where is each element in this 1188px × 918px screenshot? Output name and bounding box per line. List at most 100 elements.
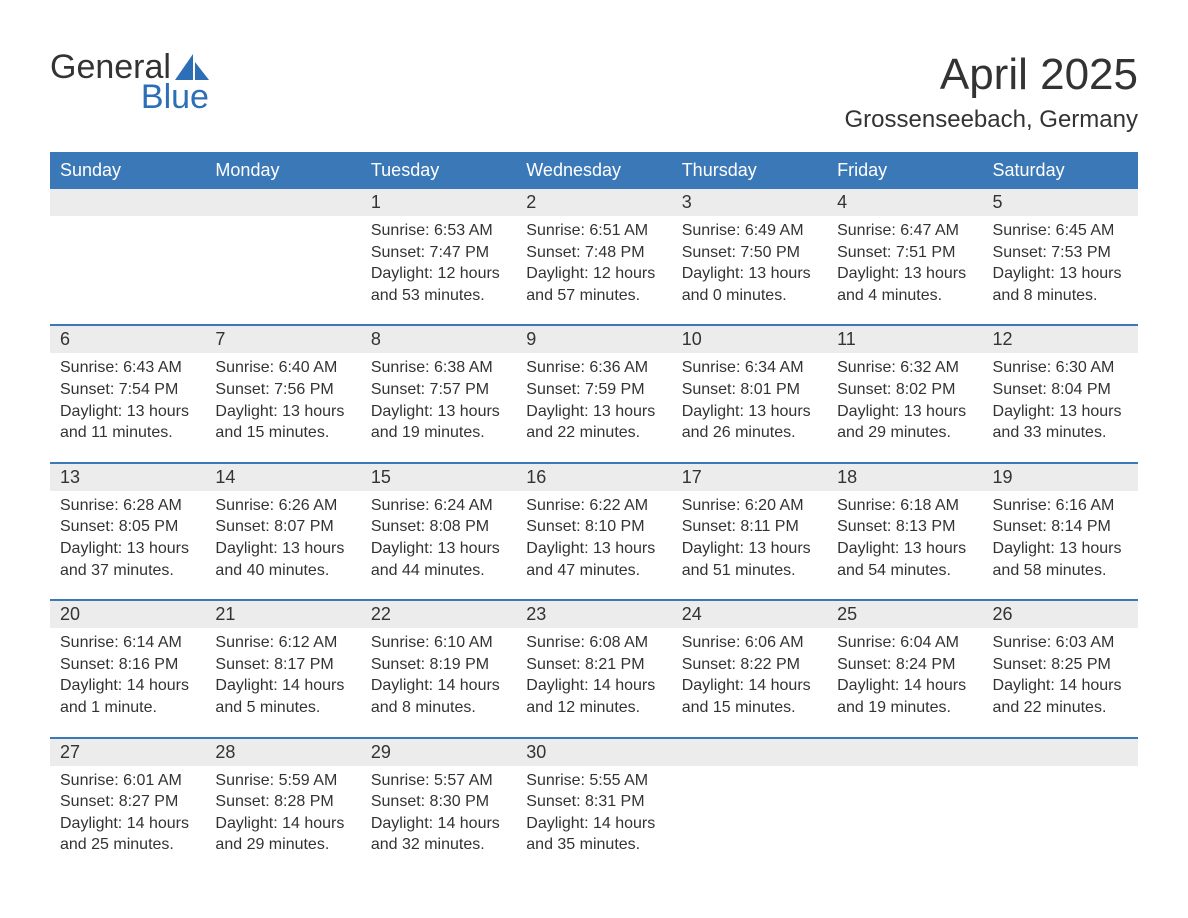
day-number [672,739,827,766]
day-number: 23 [516,601,671,628]
cell-body: Sunrise: 6:30 AMSunset: 8:04 PMDaylight:… [983,353,1138,443]
daylight-text: Daylight: 14 hours and 12 minutes. [526,675,661,718]
daylight-text: Daylight: 13 hours and 47 minutes. [526,538,661,581]
daylight-text: Daylight: 13 hours and 40 minutes. [215,538,350,581]
day-number: 21 [205,601,360,628]
calendar-cell: 11Sunrise: 6:32 AMSunset: 8:02 PMDayligh… [827,326,982,461]
day-number: 9 [516,326,671,353]
cell-body: Sunrise: 6:34 AMSunset: 8:01 PMDaylight:… [672,353,827,443]
calendar-row: 20Sunrise: 6:14 AMSunset: 8:16 PMDayligh… [50,599,1138,736]
cell-body: Sunrise: 6:28 AMSunset: 8:05 PMDaylight:… [50,491,205,581]
day-number: 4 [827,189,982,216]
sunrise-text: Sunrise: 6:12 AM [215,632,350,654]
calendar-row: 27Sunrise: 6:01 AMSunset: 8:27 PMDayligh… [50,737,1138,874]
sunrise-text: Sunrise: 6:24 AM [371,495,506,517]
day-number [827,739,982,766]
daylight-text: Daylight: 13 hours and 29 minutes. [837,401,972,444]
daylight-text: Daylight: 13 hours and 58 minutes. [993,538,1128,581]
day-number: 26 [983,601,1138,628]
title-block: April 2025 Grossenseebach, Germany [845,50,1138,134]
sunrise-text: Sunrise: 6:53 AM [371,220,506,242]
sunset-text: Sunset: 7:56 PM [215,379,350,401]
sunrise-text: Sunrise: 6:14 AM [60,632,195,654]
cell-body: Sunrise: 6:26 AMSunset: 8:07 PMDaylight:… [205,491,360,581]
calendar-cell: 17Sunrise: 6:20 AMSunset: 8:11 PMDayligh… [672,464,827,599]
calendar-cell: 26Sunrise: 6:03 AMSunset: 8:25 PMDayligh… [983,601,1138,736]
sunset-text: Sunset: 7:47 PM [371,242,506,264]
day-number: 5 [983,189,1138,216]
sunrise-text: Sunrise: 6:32 AM [837,357,972,379]
day-number: 29 [361,739,516,766]
cell-body: Sunrise: 6:53 AMSunset: 7:47 PMDaylight:… [361,216,516,306]
day-number: 1 [361,189,516,216]
daylight-text: Daylight: 14 hours and 15 minutes. [682,675,817,718]
sunrise-text: Sunrise: 6:26 AM [215,495,350,517]
sunrise-text: Sunrise: 6:45 AM [993,220,1128,242]
calendar-cell [983,739,1138,874]
sunset-text: Sunset: 8:08 PM [371,516,506,538]
day-number: 15 [361,464,516,491]
daylight-text: Daylight: 13 hours and 22 minutes. [526,401,661,444]
logo-sail-icon [175,54,209,80]
day-number [205,189,360,216]
sunrise-text: Sunrise: 6:28 AM [60,495,195,517]
calendar-cell: 30Sunrise: 5:55 AMSunset: 8:31 PMDayligh… [516,739,671,874]
sunset-text: Sunset: 8:21 PM [526,654,661,676]
day-number: 10 [672,326,827,353]
cell-body: Sunrise: 6:47 AMSunset: 7:51 PMDaylight:… [827,216,982,306]
day-number: 17 [672,464,827,491]
sunset-text: Sunset: 7:48 PM [526,242,661,264]
sunrise-text: Sunrise: 5:57 AM [371,770,506,792]
daylight-text: Daylight: 14 hours and 32 minutes. [371,813,506,856]
daylight-text: Daylight: 13 hours and 19 minutes. [371,401,506,444]
daylight-text: Daylight: 14 hours and 25 minutes. [60,813,195,856]
sunset-text: Sunset: 8:27 PM [60,791,195,813]
sunset-text: Sunset: 7:53 PM [993,242,1128,264]
sunrise-text: Sunrise: 6:01 AM [60,770,195,792]
calendar-body: 1Sunrise: 6:53 AMSunset: 7:47 PMDaylight… [50,189,1138,874]
sunset-text: Sunset: 8:02 PM [837,379,972,401]
cell-body: Sunrise: 6:12 AMSunset: 8:17 PMDaylight:… [205,628,360,718]
day-number: 8 [361,326,516,353]
calendar-cell: 14Sunrise: 6:26 AMSunset: 8:07 PMDayligh… [205,464,360,599]
calendar-cell: 1Sunrise: 6:53 AMSunset: 7:47 PMDaylight… [361,189,516,324]
calendar-cell: 3Sunrise: 6:49 AMSunset: 7:50 PMDaylight… [672,189,827,324]
sunset-text: Sunset: 8:25 PM [993,654,1128,676]
cell-body: Sunrise: 6:03 AMSunset: 8:25 PMDaylight:… [983,628,1138,718]
sunrise-text: Sunrise: 6:18 AM [837,495,972,517]
weekday-header: Friday [827,152,982,189]
cell-body: Sunrise: 6:43 AMSunset: 7:54 PMDaylight:… [50,353,205,443]
sunrise-text: Sunrise: 6:40 AM [215,357,350,379]
cell-body: Sunrise: 6:20 AMSunset: 8:11 PMDaylight:… [672,491,827,581]
sunset-text: Sunset: 8:30 PM [371,791,506,813]
sunrise-text: Sunrise: 6:47 AM [837,220,972,242]
weekday-header: Wednesday [516,152,671,189]
cell-body: Sunrise: 6:24 AMSunset: 8:08 PMDaylight:… [361,491,516,581]
cell-body: Sunrise: 6:22 AMSunset: 8:10 PMDaylight:… [516,491,671,581]
calendar-row: 13Sunrise: 6:28 AMSunset: 8:05 PMDayligh… [50,462,1138,599]
cell-body: Sunrise: 5:57 AMSunset: 8:30 PMDaylight:… [361,766,516,856]
sunrise-text: Sunrise: 5:59 AM [215,770,350,792]
daylight-text: Daylight: 13 hours and 4 minutes. [837,263,972,306]
cell-body: Sunrise: 5:55 AMSunset: 8:31 PMDaylight:… [516,766,671,856]
daylight-text: Daylight: 13 hours and 51 minutes. [682,538,817,581]
sunset-text: Sunset: 8:04 PM [993,379,1128,401]
sunset-text: Sunset: 8:10 PM [526,516,661,538]
sunset-text: Sunset: 8:01 PM [682,379,817,401]
sunset-text: Sunset: 8:31 PM [526,791,661,813]
daylight-text: Daylight: 13 hours and 33 minutes. [993,401,1128,444]
day-number: 7 [205,326,360,353]
day-number: 28 [205,739,360,766]
daylight-text: Daylight: 13 hours and 8 minutes. [993,263,1128,306]
cell-body: Sunrise: 6:01 AMSunset: 8:27 PMDaylight:… [50,766,205,856]
sunrise-text: Sunrise: 6:34 AM [682,357,817,379]
calendar-cell: 27Sunrise: 6:01 AMSunset: 8:27 PMDayligh… [50,739,205,874]
sunset-text: Sunset: 8:24 PM [837,654,972,676]
daylight-text: Daylight: 14 hours and 5 minutes. [215,675,350,718]
daylight-text: Daylight: 13 hours and 15 minutes. [215,401,350,444]
sunset-text: Sunset: 7:51 PM [837,242,972,264]
calendar-cell: 16Sunrise: 6:22 AMSunset: 8:10 PMDayligh… [516,464,671,599]
sunrise-text: Sunrise: 6:51 AM [526,220,661,242]
day-number: 25 [827,601,982,628]
daylight-text: Daylight: 12 hours and 57 minutes. [526,263,661,306]
